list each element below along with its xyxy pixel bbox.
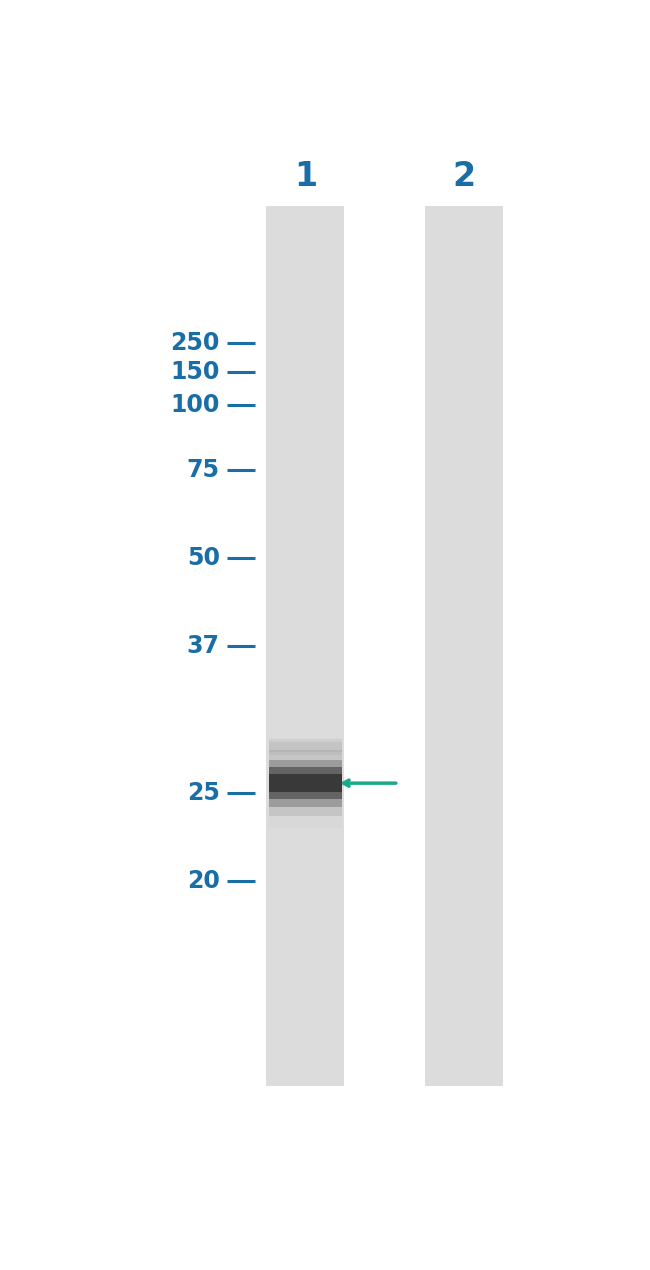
Bar <box>269 739 342 754</box>
Text: 75: 75 <box>187 458 220 483</box>
Bar <box>269 749 342 817</box>
Text: 2: 2 <box>452 160 476 193</box>
Bar <box>269 773 342 792</box>
Text: 100: 100 <box>170 392 220 417</box>
Bar <box>266 206 344 1086</box>
Bar <box>269 738 342 828</box>
Bar <box>269 759 342 806</box>
Text: 20: 20 <box>187 869 220 893</box>
Text: 25: 25 <box>187 781 220 805</box>
Text: 150: 150 <box>170 361 220 385</box>
Text: 1: 1 <box>294 160 317 193</box>
Text: 50: 50 <box>187 546 220 570</box>
Text: 250: 250 <box>170 331 220 356</box>
Bar <box>269 767 342 799</box>
Text: 37: 37 <box>187 634 220 658</box>
Bar <box>269 742 342 752</box>
Bar <box>425 206 503 1086</box>
